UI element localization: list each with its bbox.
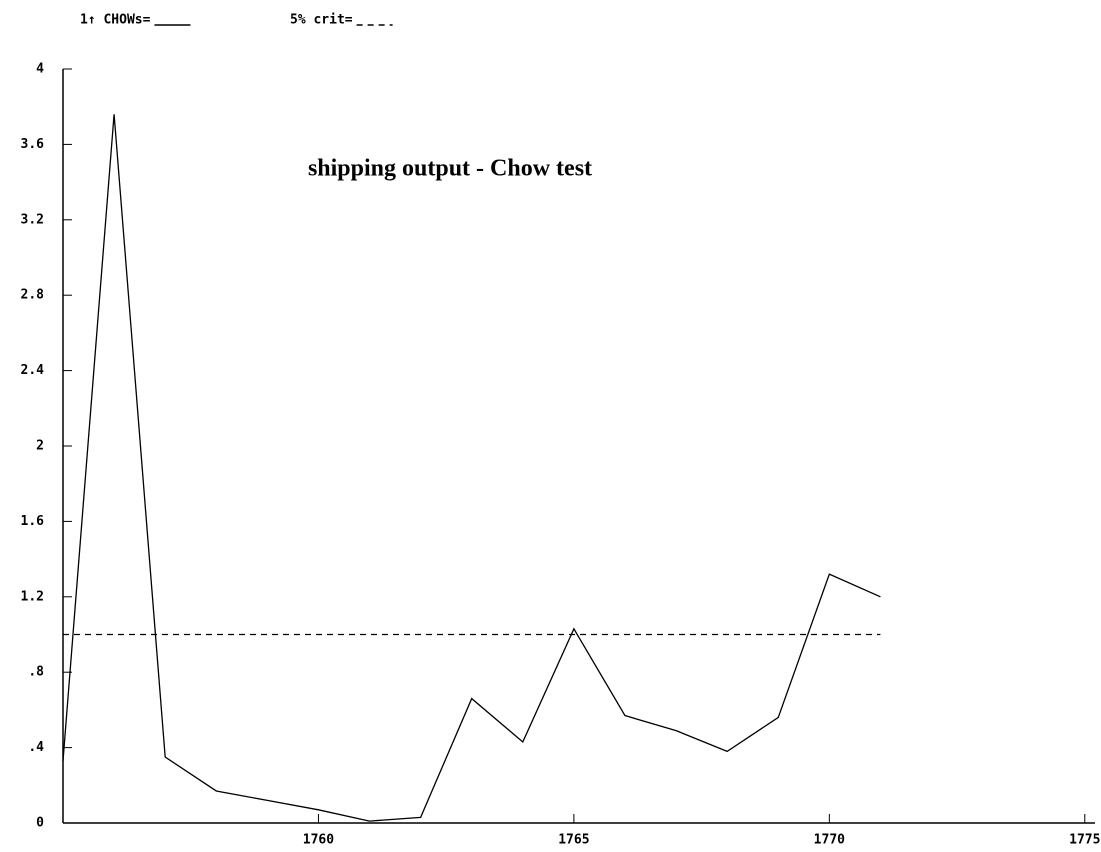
x-tick-label: 1775 [1069,833,1100,848]
y-tick-label: 1.2 [21,589,44,604]
y-tick-label: 2.8 [21,288,45,303]
y-tick-label: 3.6 [21,137,45,152]
y-tick-label: 0 [36,816,44,831]
y-tick-label: 4 [36,62,44,77]
legend-label: 1↑ CHOWs= [80,13,151,28]
y-tick-label: .4 [28,740,44,755]
y-tick-label: 3.2 [21,212,44,227]
legend-label: 5% crit= [290,13,353,28]
y-tick-label: .8 [28,665,44,680]
chart-title: shipping output - Chow test [308,156,592,182]
x-tick-label: 1765 [558,833,589,848]
y-tick-label: 2.4 [21,363,45,378]
y-tick-label: 2 [36,439,44,454]
x-tick-label: 1770 [814,833,845,848]
x-tick-label: 1760 [303,833,334,848]
data-line [62,114,881,822]
y-tick-label: 1.6 [21,514,45,529]
